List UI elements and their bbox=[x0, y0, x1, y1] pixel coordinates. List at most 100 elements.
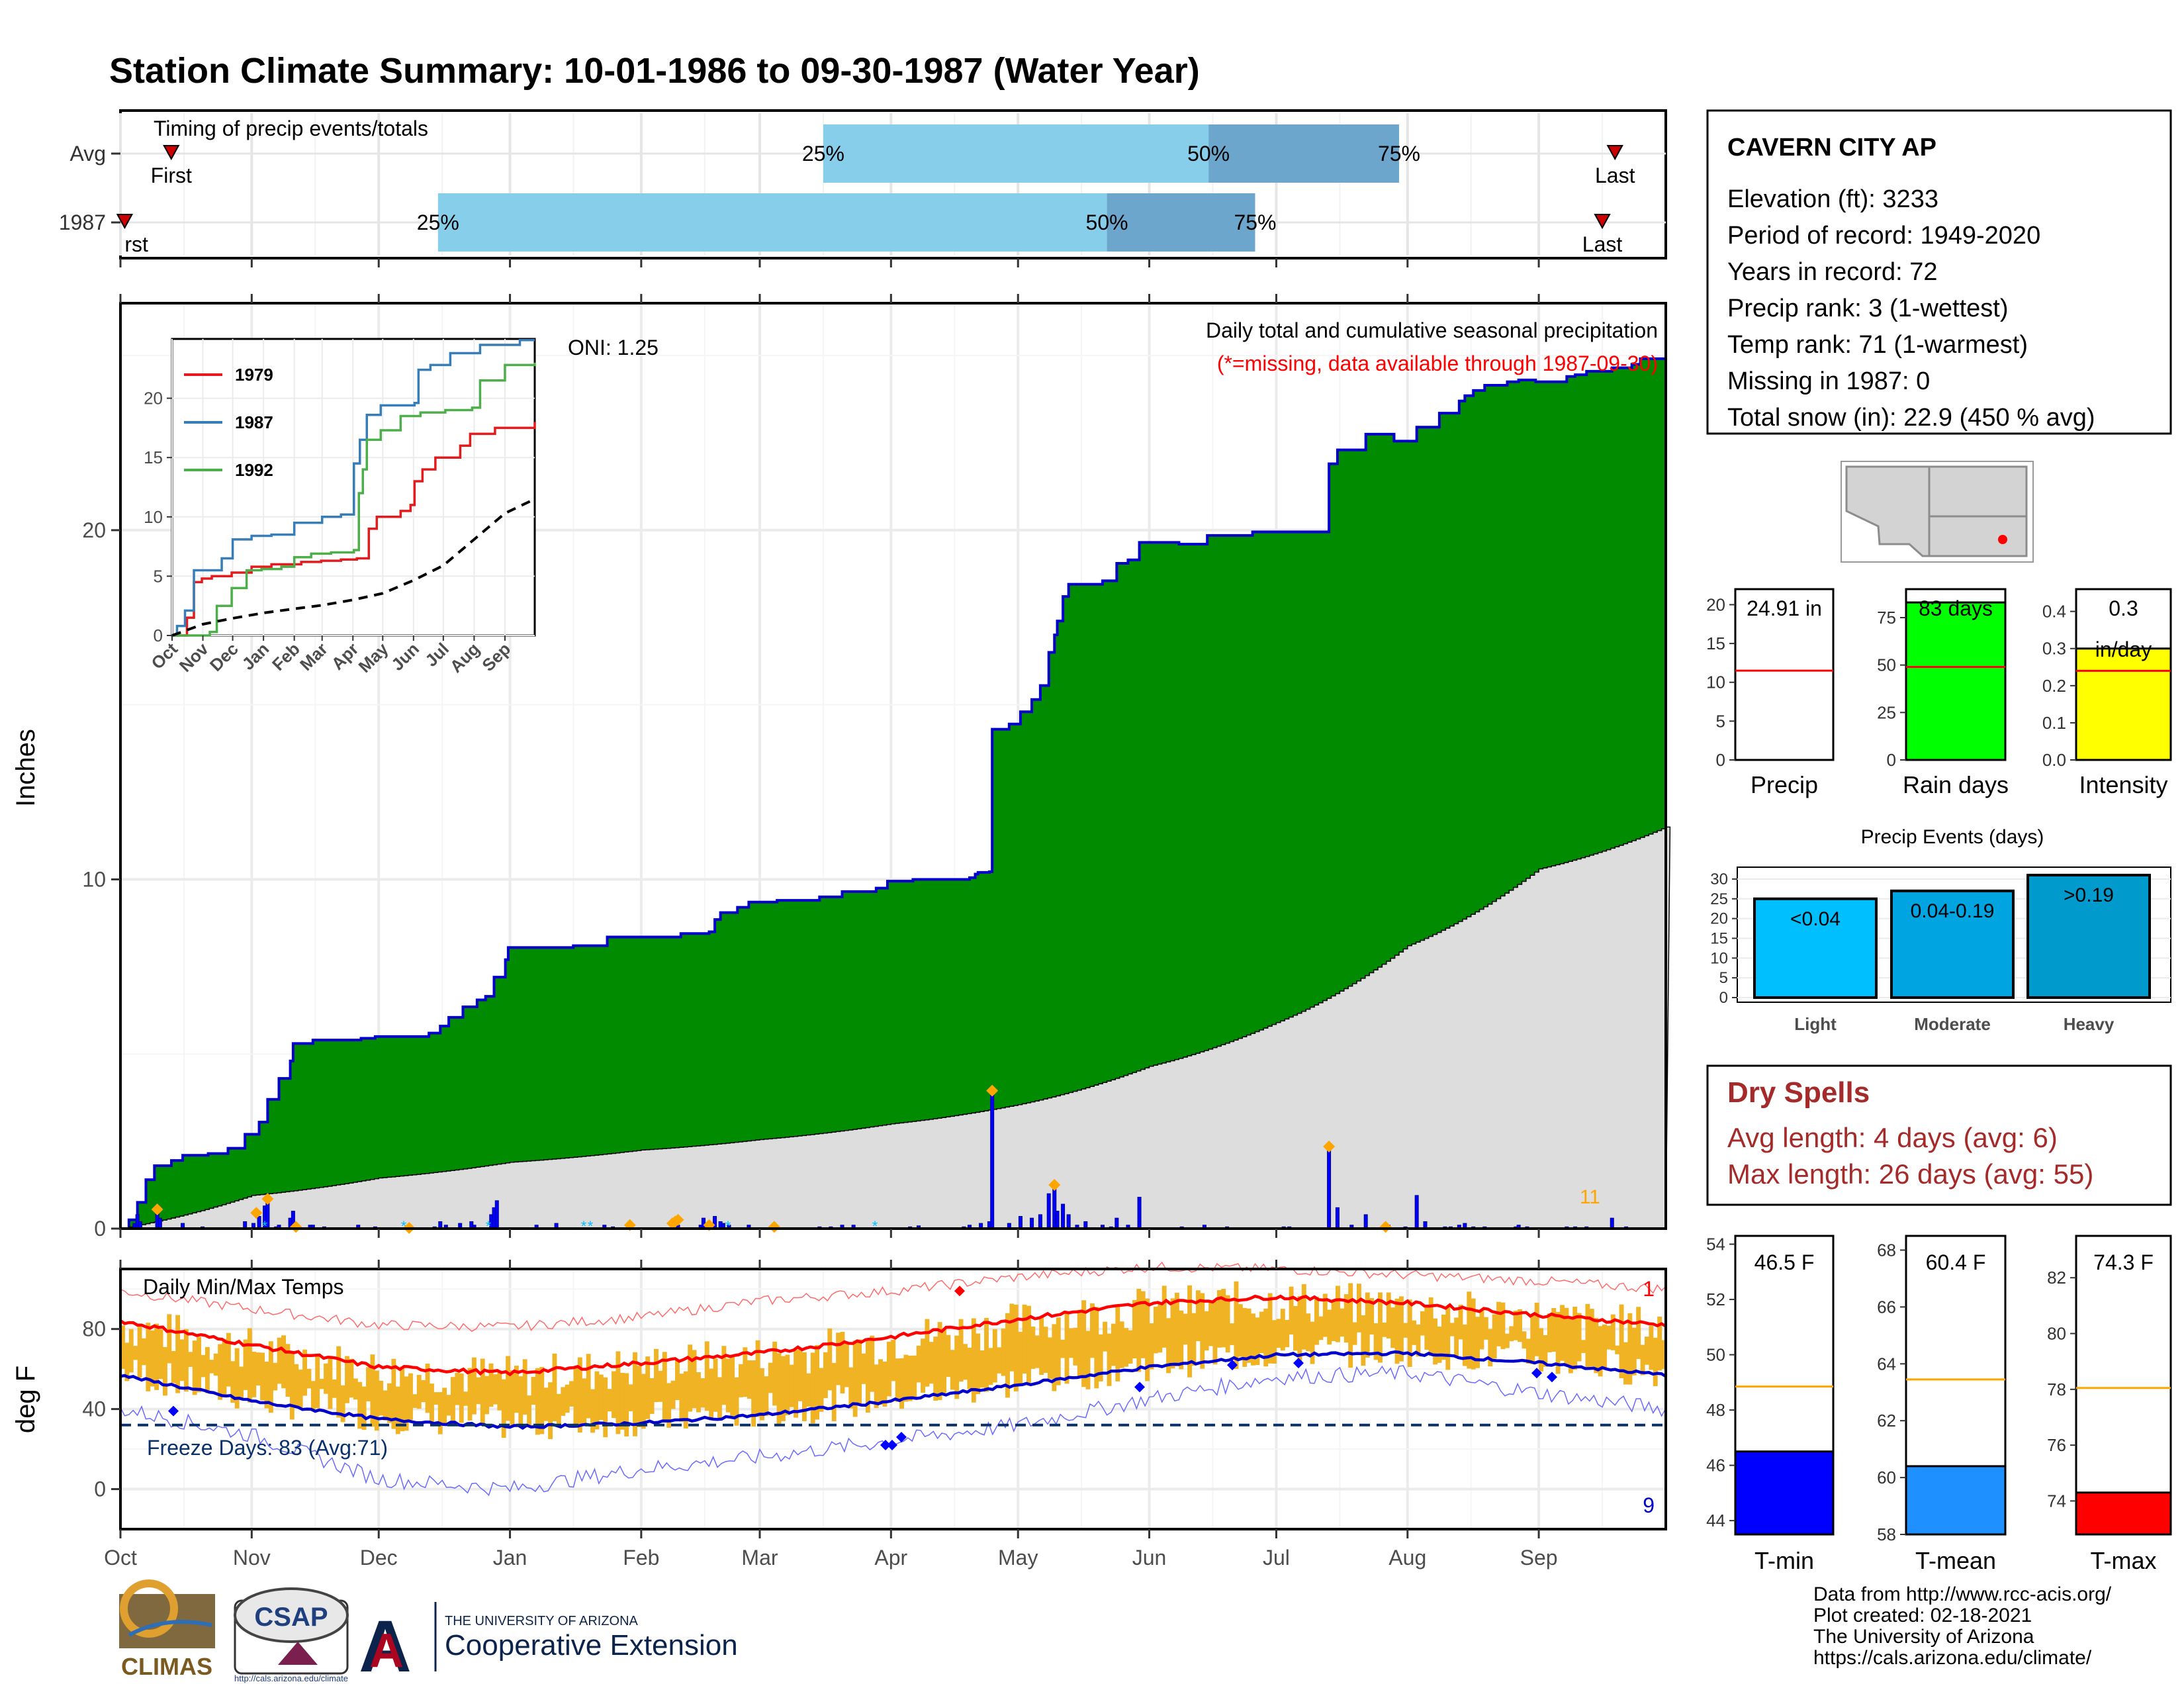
temp-summary-tick-label: 80 bbox=[2047, 1324, 2066, 1344]
daily-temp-bar bbox=[480, 1358, 485, 1425]
record-low-marker bbox=[1531, 1368, 1542, 1379]
daily-temp-bar bbox=[1327, 1309, 1332, 1345]
daily-temp-bar bbox=[1534, 1302, 1539, 1356]
ua-small-text: THE UNIVERSITY OF ARIZONA bbox=[445, 1614, 639, 1628]
daily-temp-bar bbox=[612, 1371, 616, 1419]
daily-temp-bar bbox=[510, 1370, 515, 1427]
daily-temp-bar bbox=[840, 1332, 845, 1394]
mini-chart-tick-label: 15 bbox=[1706, 633, 1725, 653]
daily-precip-bar bbox=[1327, 1148, 1332, 1229]
daily-temp-bar bbox=[1386, 1292, 1391, 1338]
trace-marker: * bbox=[725, 1218, 731, 1235]
state-shapes bbox=[1928, 465, 2028, 518]
daily-temp-bar bbox=[1310, 1321, 1315, 1364]
daily-temp-bar bbox=[332, 1379, 337, 1398]
temp-summary-tick-label: 60 bbox=[1877, 1468, 1896, 1487]
daily-temp-bar bbox=[391, 1358, 396, 1429]
temp-summary-value: 46.5 F bbox=[1754, 1250, 1815, 1274]
daily-temp-bar bbox=[492, 1374, 498, 1405]
daily-temp-bar bbox=[912, 1355, 917, 1398]
daily-temp-bar bbox=[1191, 1313, 1197, 1366]
daily-temp-bar bbox=[1064, 1311, 1069, 1384]
temp-summary-label: T-max bbox=[2090, 1547, 2156, 1574]
daily-precip-bar bbox=[1414, 1195, 1419, 1229]
mini-chart-tick-label: 5 bbox=[1716, 711, 1725, 731]
daily-temp-bar bbox=[598, 1374, 604, 1421]
daily-temp-bar bbox=[1246, 1308, 1251, 1363]
daily-temp-bar bbox=[1403, 1323, 1408, 1338]
mini-chart-bar bbox=[1734, 588, 1835, 761]
temp-summary-tick-label: 54 bbox=[1706, 1235, 1725, 1254]
events-tick-label: 0 bbox=[1719, 989, 1728, 1007]
inset-y-tick-label: 0 bbox=[154, 626, 163, 645]
daily-temp-bar bbox=[387, 1383, 392, 1423]
daily-temp-bar bbox=[1483, 1317, 1488, 1340]
precip-chart-title: Daily total and cumulative seasonal prec… bbox=[1206, 318, 1658, 342]
dry-spells-title: Dry Spells bbox=[1727, 1076, 1870, 1109]
daily-temp-bar bbox=[1513, 1310, 1518, 1340]
daily-temp-bar bbox=[1322, 1293, 1328, 1337]
daily-temp-bar bbox=[899, 1358, 904, 1409]
month-label: Apr bbox=[874, 1546, 907, 1570]
daily-temp-bar bbox=[488, 1363, 494, 1407]
daily-temp-bar bbox=[226, 1333, 231, 1387]
daily-temp-bar bbox=[1018, 1331, 1023, 1385]
daily-temp-bar bbox=[666, 1383, 672, 1428]
daily-temp-bar bbox=[298, 1370, 303, 1408]
daily-temp-bar bbox=[412, 1394, 418, 1408]
daily-temp-bar bbox=[1551, 1307, 1557, 1352]
credits: Data from http://www.rcc-acis.org/ Plot … bbox=[1813, 1583, 2112, 1669]
daily-temp-bar bbox=[222, 1338, 227, 1395]
daily-temp-bar bbox=[1416, 1324, 1421, 1357]
events-bar bbox=[1890, 889, 2015, 999]
daily-precip-bar bbox=[257, 1216, 261, 1229]
daily-temp-bar bbox=[827, 1328, 833, 1391]
daily-temp-bar bbox=[1382, 1322, 1387, 1337]
daily-temp-bar bbox=[552, 1353, 557, 1422]
ua-cooperative-extension-logo: A A THE UNIVERSITY OF ARIZONA Cooperativ… bbox=[359, 1602, 738, 1687]
daily-temp-bar bbox=[675, 1360, 680, 1400]
events-bar-label: 0.04-0.19 bbox=[1911, 900, 1995, 922]
daily-temp-bar bbox=[1179, 1310, 1184, 1370]
record-low-marker bbox=[1293, 1358, 1304, 1369]
daily-temp-bar bbox=[861, 1353, 866, 1384]
daily-temp-bar bbox=[1001, 1328, 1006, 1376]
daily-temp-bar bbox=[446, 1395, 451, 1416]
events-tick-label: 30 bbox=[1710, 870, 1728, 888]
daily-temp-bar bbox=[1407, 1299, 1412, 1367]
timing-panel: 25% 50% 75% First Last Avg 25% 50% 75% rst Last 198… bbox=[59, 109, 1667, 267]
daily-temp-bar bbox=[577, 1357, 582, 1433]
daily-temp-bar bbox=[759, 1368, 764, 1421]
daily-temp-bar bbox=[437, 1392, 443, 1434]
daily-temp-bar bbox=[306, 1368, 312, 1389]
inset-legend-label: 1979 bbox=[235, 365, 273, 385]
month-label: Jan bbox=[493, 1546, 527, 1570]
csap-logo: CSAP http://cals.arizona.edu/climate bbox=[234, 1587, 349, 1683]
daily-temp-bar bbox=[967, 1347, 972, 1389]
daily-temp-bar bbox=[561, 1387, 566, 1416]
climas-text: CLIMAS bbox=[121, 1653, 212, 1680]
temp-daily-bars bbox=[120, 1281, 1666, 1440]
daily-temp-bar bbox=[739, 1364, 743, 1397]
daily-temp-bar bbox=[1132, 1299, 1137, 1359]
first-event-marker bbox=[116, 214, 134, 230]
temp-summary-tick-label: 64 bbox=[1877, 1354, 1896, 1374]
temp-summary-bar bbox=[1905, 1465, 2007, 1536]
precip-y-tick-label: 20 bbox=[82, 518, 106, 542]
daily-temp-bar bbox=[950, 1350, 955, 1390]
daily-temp-bar bbox=[764, 1376, 769, 1417]
precip-event-marker bbox=[672, 1213, 684, 1226]
daily-temp-bar bbox=[1077, 1309, 1082, 1377]
temp-panel: 0 40 80 Daily Min/Max Temps Freeze Days: 8… bbox=[11, 1260, 1667, 1570]
daily-temp-bar bbox=[607, 1389, 612, 1412]
timing-pct-label: 25% bbox=[802, 142, 844, 165]
oni-label: ONI: 1.25 bbox=[568, 336, 659, 359]
daily-temp-bar bbox=[615, 1351, 621, 1434]
trace-marker: * bbox=[581, 1218, 587, 1235]
daily-temp-bar bbox=[133, 1346, 138, 1360]
mini-chart-tick-label: 75 bbox=[1877, 608, 1896, 628]
daily-temp-bar bbox=[1377, 1292, 1383, 1363]
temp-summary-frame bbox=[2075, 1235, 2172, 1536]
daily-temp-bar bbox=[239, 1366, 244, 1398]
